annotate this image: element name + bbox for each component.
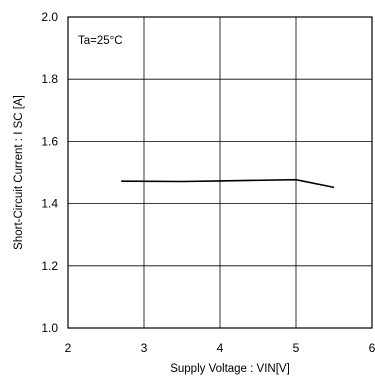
x-tick-label: 3 (141, 341, 148, 355)
x-tick-label: 5 (293, 341, 300, 355)
x-tick-label: 2 (65, 341, 72, 355)
y-tick-label: 1.6 (41, 134, 58, 148)
y-tick-label: 1.0 (41, 321, 58, 335)
series-line (121, 178, 335, 189)
series-layer (121, 178, 335, 189)
y-tick-label: 1.2 (41, 259, 58, 273)
temperature-annotation: Ta=25°C (78, 35, 123, 47)
plot-frame (67, 16, 373, 329)
y-tick-label: 2.0 (41, 10, 58, 24)
y-tick-label: 1.4 (41, 197, 58, 211)
grid (68, 17, 372, 328)
y-axis-label: Short-Circuit Current : I SC [A] (13, 95, 25, 250)
x-tick-labels: 2 3 4 5 6 (65, 341, 375, 355)
x-axis-label: Supply Voltage : VIN[V] (170, 363, 290, 375)
y-tick-label: 1.8 (41, 72, 58, 86)
x-tick-label: 4 (217, 341, 224, 355)
y-tick-labels: 1.0 1.2 1.4 1.6 1.8 2.0 (41, 10, 58, 335)
x-tick-label: 6 (369, 341, 375, 355)
